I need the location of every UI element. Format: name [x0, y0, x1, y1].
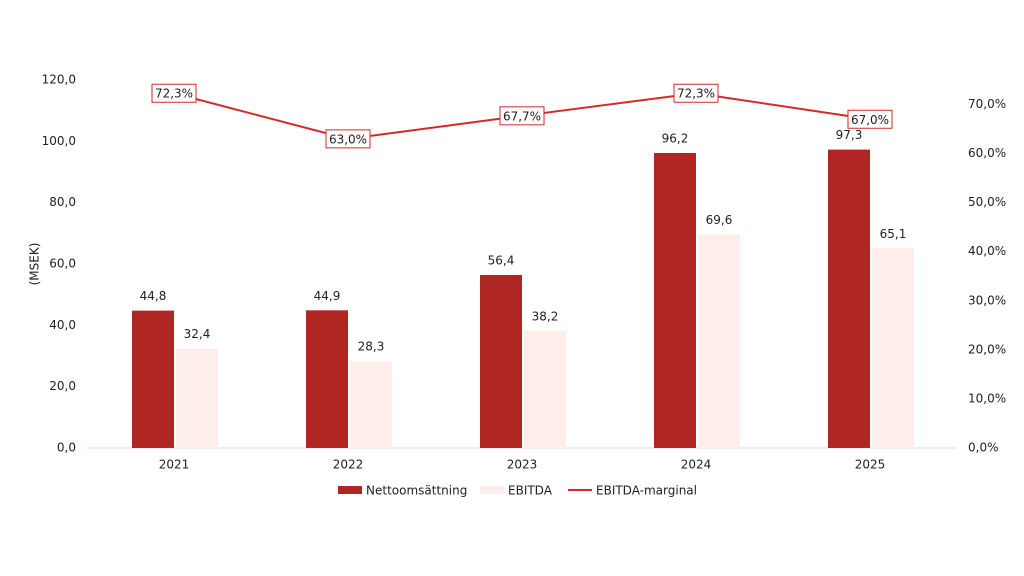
y-tick-label: 20,0 [49, 379, 76, 393]
legend-label: EBITDA [508, 484, 553, 498]
data-label: 72,3% [677, 87, 715, 101]
data-label: 69,6 [706, 213, 733, 227]
x-tick-label: 2024 [681, 458, 712, 472]
y-tick-label: 80,0 [49, 195, 76, 209]
data-label: 96,2 [662, 131, 689, 145]
bar [654, 152, 696, 448]
label-box [151, 83, 197, 103]
data-label: 72,3% [155, 87, 193, 101]
bar [132, 310, 174, 448]
y-tick-label: 100,0 [42, 134, 76, 148]
data-label: 67,0% [851, 113, 889, 127]
y-tick-label: 60,0 [49, 257, 76, 271]
data-label: 44,9 [314, 289, 341, 303]
bar [698, 234, 740, 448]
bar [872, 248, 914, 448]
label-box [847, 109, 893, 129]
x-tick-label: 2023 [507, 458, 538, 472]
data-label: 97,3 [836, 128, 863, 142]
bar [828, 149, 870, 448]
data-label: 56,4 [488, 254, 515, 268]
bar [524, 330, 566, 448]
y2-tick-label: 70,0% [968, 97, 1006, 111]
x-tick-label: 2025 [855, 458, 886, 472]
y-tick-label: 0,0 [57, 441, 76, 455]
legend-swatch [338, 486, 362, 494]
y2-tick-label: 10,0% [968, 391, 1006, 405]
data-label: 32,4 [184, 327, 211, 341]
y-tick-label: 40,0 [49, 318, 76, 332]
data-label: 28,3 [358, 340, 385, 354]
bar [176, 348, 218, 448]
y2-tick-label: 50,0% [968, 195, 1006, 209]
label-box [325, 129, 371, 149]
y2-tick-label: 0,0% [968, 441, 999, 455]
data-label: 44,8 [140, 289, 167, 303]
bar [306, 310, 348, 448]
legend-swatch [480, 486, 504, 494]
bar [350, 361, 392, 448]
legend-label: EBITDA-marginal [596, 484, 697, 498]
label-box [499, 106, 545, 126]
bar [480, 275, 522, 448]
label-box [673, 83, 719, 103]
data-label: 65,1 [880, 227, 907, 241]
y2-tick-label: 60,0% [968, 146, 1006, 160]
y-axis-title: (MSEK) [28, 243, 42, 286]
data-label: 67,7% [503, 109, 541, 123]
data-label: 38,2 [532, 309, 559, 323]
y2-tick-label: 40,0% [968, 244, 1006, 258]
y2-tick-label: 20,0% [968, 342, 1006, 356]
data-label: 63,0% [329, 132, 367, 146]
x-tick-label: 2022 [333, 458, 364, 472]
legend-label: Nettoomsättning [366, 484, 467, 498]
x-tick-label: 2021 [159, 458, 190, 472]
y2-tick-label: 30,0% [968, 293, 1006, 307]
y-tick-label: 120,0 [42, 73, 76, 87]
